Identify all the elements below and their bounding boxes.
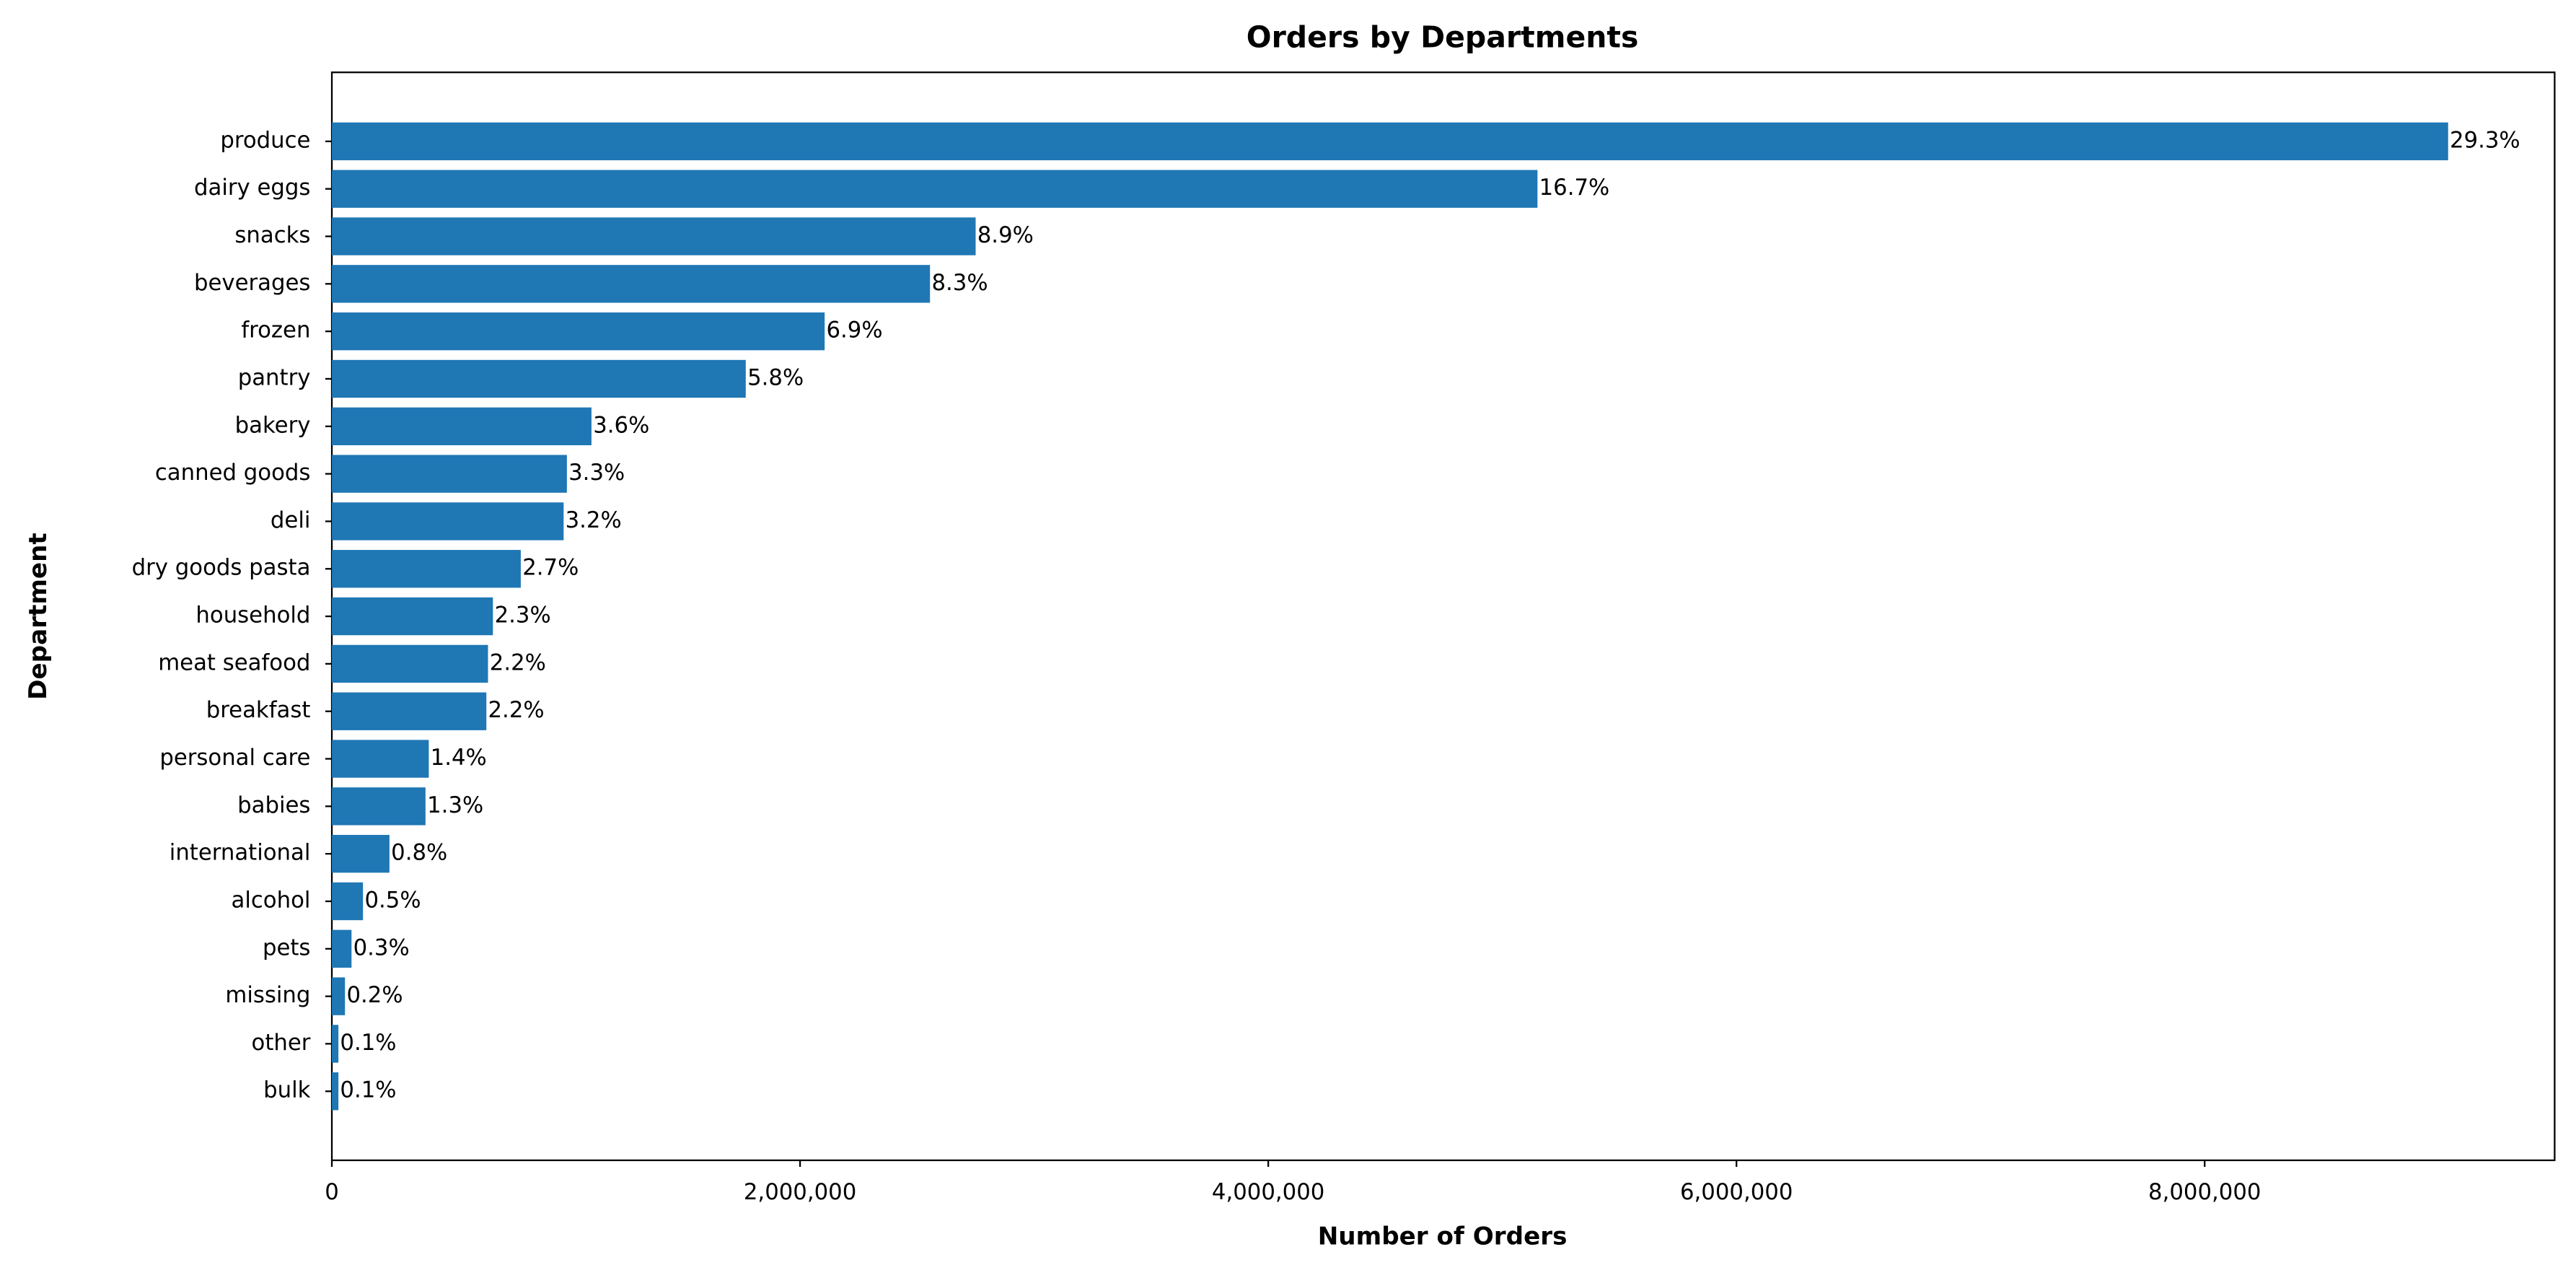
bar (332, 929, 352, 968)
y-tick-label: pets (263, 935, 310, 960)
bar (332, 170, 1538, 208)
data-label: 2.3% (495, 603, 551, 629)
bar (332, 359, 746, 398)
y-tick-label: alcohol (232, 887, 311, 913)
bar (332, 977, 346, 1015)
bar (332, 787, 426, 826)
x-axis-label: Number of Orders (1318, 1222, 1568, 1251)
bar (332, 834, 390, 873)
data-label: 2.2% (490, 649, 546, 675)
data-label: 5.8% (747, 364, 804, 390)
y-tick-label: bakery (235, 412, 311, 438)
y-tick-label: household (195, 603, 310, 629)
x-tick-label: 2,000,000 (744, 1179, 856, 1205)
data-label: 29.3% (2450, 127, 2520, 153)
bar (332, 550, 521, 588)
y-tick-label: beverages (194, 270, 310, 296)
y-tick-label: dairy eggs (194, 175, 310, 201)
y-tick-label: personal care (159, 745, 310, 771)
data-label: 3.2% (566, 507, 622, 533)
y-tick-label: breakfast (206, 697, 311, 723)
data-label: 3.3% (568, 460, 625, 486)
bar (332, 740, 429, 778)
y-tick-label: international (170, 840, 311, 866)
x-tick-label: 4,000,000 (1212, 1179, 1324, 1205)
data-label: 0.1% (340, 1077, 396, 1103)
data-label: 8.9% (977, 222, 1034, 248)
y-tick-label: snacks (234, 222, 310, 248)
data-label: 2.2% (488, 697, 545, 723)
bar (332, 312, 825, 351)
x-tick-label: 6,000,000 (1680, 1179, 1793, 1205)
bar (332, 455, 567, 493)
bar (332, 217, 976, 255)
bar (332, 597, 493, 636)
y-tick-label: other (252, 1030, 311, 1056)
y-tick-label: frozen (241, 318, 310, 343)
bar (332, 882, 364, 921)
data-label: 0.8% (391, 840, 447, 866)
data-label: 0.5% (364, 887, 421, 913)
y-tick-label: meat seafood (158, 649, 310, 675)
bar (332, 122, 2448, 161)
data-label: 8.3% (931, 270, 988, 296)
y-axis-label: Department (24, 533, 53, 700)
chart-title: Orders by Departments (1247, 20, 1639, 55)
data-label: 1.4% (431, 745, 487, 771)
data-label: 6.9% (826, 318, 882, 343)
x-tick-label: 8,000,000 (2148, 1179, 2261, 1205)
y-tick-label: pantry (238, 364, 311, 390)
y-tick-label: canned goods (155, 460, 311, 486)
bar (332, 502, 564, 540)
y-tick-label: produce (220, 127, 310, 153)
y-tick-label: missing (225, 982, 310, 1008)
data-label: 2.7% (522, 555, 579, 581)
bar (332, 265, 931, 303)
data-label: 0.3% (353, 935, 410, 960)
bar (332, 692, 487, 730)
data-label: 0.2% (346, 982, 403, 1008)
y-tick-label: babies (237, 792, 310, 818)
data-label: 16.7% (1539, 175, 1610, 201)
y-tick-label: deli (271, 507, 311, 533)
data-label: 3.6% (593, 412, 649, 438)
bar (332, 407, 592, 445)
y-tick-label: dry goods pasta (132, 555, 311, 581)
x-tick-label: 0 (325, 1179, 339, 1205)
bar (332, 644, 488, 683)
bar (332, 1025, 339, 1063)
data-label: 0.1% (340, 1030, 396, 1056)
y-tick-label: bulk (263, 1077, 311, 1103)
bar (332, 1072, 339, 1111)
data-label: 1.3% (427, 792, 483, 818)
